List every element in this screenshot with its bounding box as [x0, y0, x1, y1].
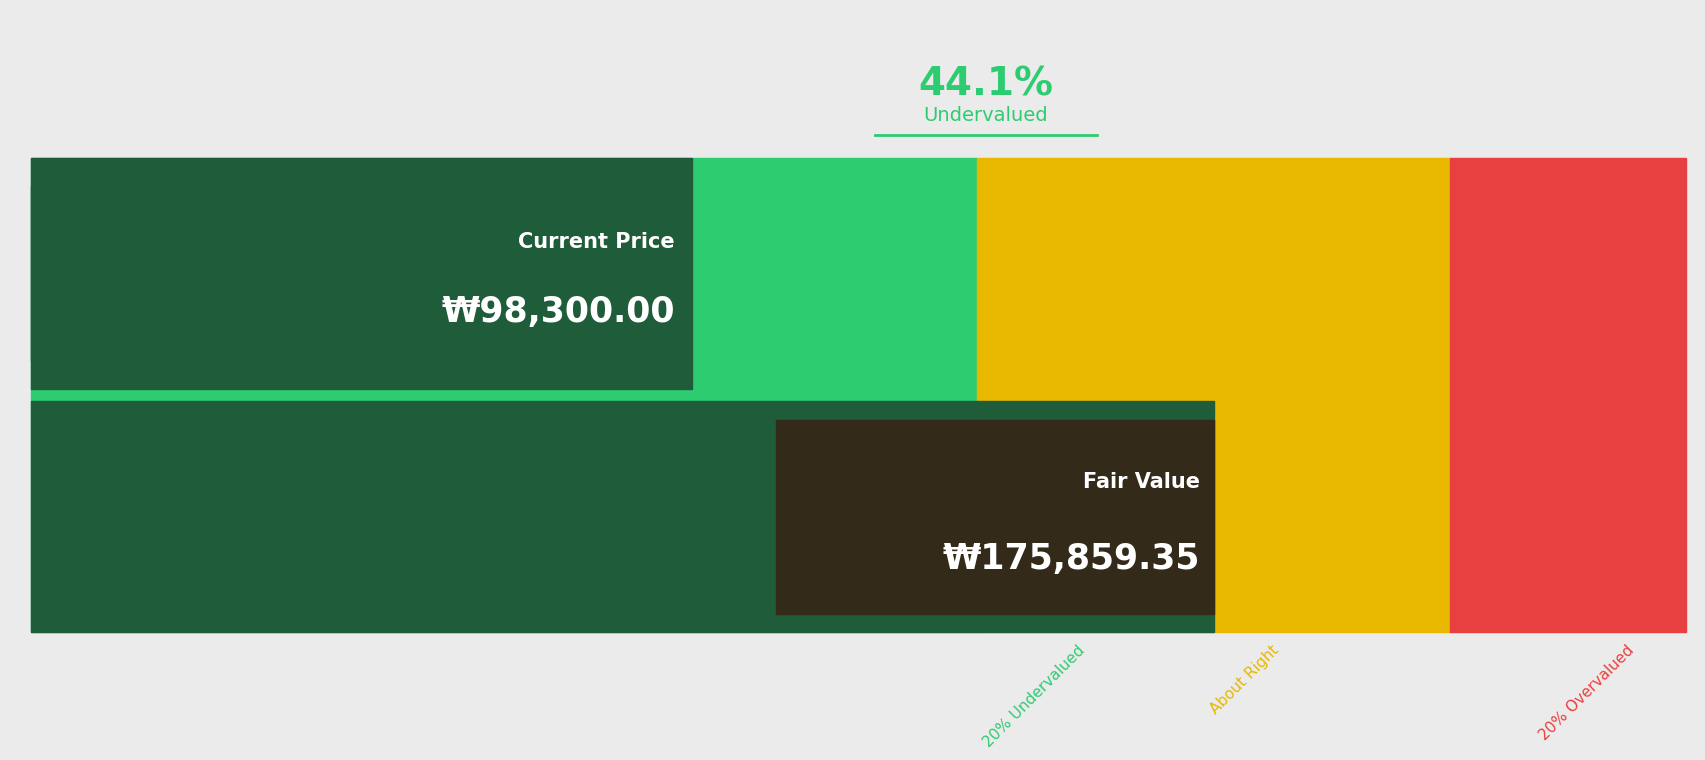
Bar — [776, 420, 1212, 614]
Bar — [977, 158, 1449, 632]
Text: Fair Value: Fair Value — [1083, 472, 1199, 492]
Text: 20% Undervalued: 20% Undervalued — [980, 643, 1088, 750]
Bar — [31, 158, 692, 389]
Text: ₩98,300.00: ₩98,300.00 — [442, 295, 675, 329]
Bar — [31, 401, 1212, 632]
Text: 20% Overvalued: 20% Overvalued — [1534, 643, 1635, 743]
Text: About Right: About Right — [1207, 643, 1282, 717]
Bar — [1449, 158, 1685, 632]
Text: Undervalued: Undervalued — [922, 106, 1047, 125]
Bar — [31, 185, 689, 361]
Bar — [31, 158, 977, 632]
Text: 44.1%: 44.1% — [917, 65, 1052, 103]
Text: ₩175,859.35: ₩175,859.35 — [943, 543, 1199, 577]
Text: Current Price: Current Price — [518, 232, 675, 252]
